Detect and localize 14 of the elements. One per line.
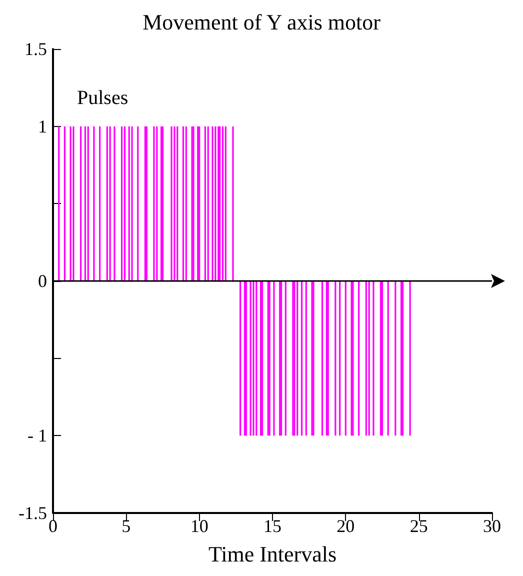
x-tick-label: 25 [410, 516, 428, 536]
x-axis-title: Time Intervals [208, 542, 337, 566]
x-tick-label: 30 [483, 516, 501, 536]
annotation: Pulses [77, 87, 128, 109]
x-tick-label: 5 [122, 516, 131, 536]
y-tick-label: 1 [38, 116, 47, 136]
y-tick-label: 0 [38, 271, 47, 291]
y-tick-label: -1.5 [18, 503, 47, 523]
y-tick-label: - 1 [28, 426, 47, 446]
y-tick-label: 1.5 [24, 39, 47, 59]
chart-title: Movement of Y axis motor [142, 10, 382, 34]
x-tick-label: 20 [336, 516, 355, 536]
x-tick-label: 15 [264, 516, 282, 536]
x-tick-label: 10 [190, 516, 208, 536]
